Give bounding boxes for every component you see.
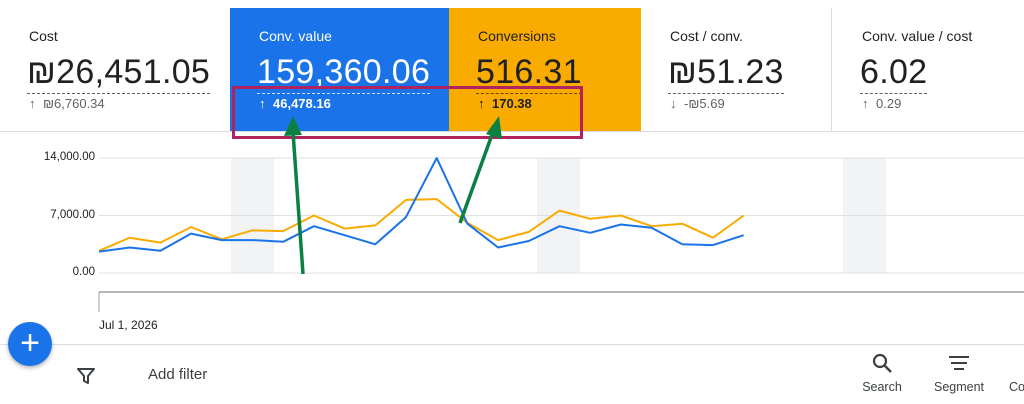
scorecard-cost[interactable]: Cost ₪26,451.05 ↑ ₪6,760.34 — [0, 8, 230, 131]
highlight-box — [232, 86, 583, 139]
delta-value: -₪5.69 — [684, 96, 725, 111]
chart-plot — [98, 157, 1024, 312]
scorecard-label: Conversions — [478, 28, 556, 44]
y-tick-label: 0.00 — [72, 266, 95, 278]
scorecard-value: ₪26,451.05 — [27, 52, 211, 94]
performance-chart[interactable]: 14,000.00 7,000.00 0.00 Jul 1, 2026 — [0, 132, 1024, 342]
scorecard-value: ₪51.23 — [668, 52, 784, 94]
x-axis-date-label: Jul 1, 2026 — [99, 318, 158, 332]
scorecard-label: Cost / conv. — [670, 28, 743, 44]
search-icon — [872, 353, 892, 373]
series-line-conv-value[interactable] — [98, 157, 745, 253]
filter-icon[interactable] — [76, 366, 96, 386]
search-label: Search — [862, 380, 902, 394]
scorecard-delta: ↑ 0.29 — [862, 96, 901, 111]
columns-button[interactable]: Co — [1009, 352, 1024, 394]
arrow-down-icon: ↓ — [670, 96, 677, 111]
add-fab-button[interactable]: + — [8, 322, 52, 366]
delta-value: ₪6,760.34 — [43, 96, 105, 111]
delta-value: 170.38 — [492, 96, 532, 111]
arrow-up-icon: ↑ — [862, 96, 869, 111]
scorecard-conversions[interactable]: Conversions 516.31 ↑ 170.38 — [449, 8, 641, 131]
arrow-up-icon: ↑ — [478, 96, 485, 111]
table-toolbar — [0, 344, 1024, 404]
scorecard-conv-value[interactable]: Conv. value 159,360.06 ↑ 46,478.16 — [230, 8, 449, 131]
delta-value: 0.29 — [876, 96, 902, 111]
y-tick-label: 7,000.00 — [50, 209, 95, 221]
scorecard-label: Conv. value — [259, 28, 332, 44]
plus-icon: + — [20, 324, 40, 362]
scorecard-conv-value-per-cost[interactable]: Conv. value / cost 6.02 ↑ 0.29 — [833, 8, 1024, 131]
delta-value: 46,478.16 — [273, 96, 331, 111]
scorecard-delta: ↑ 46,478.16 — [259, 96, 331, 111]
scorecard-cost-per-conv[interactable]: Cost / conv. ₪51.23 ↓ -₪5.69 — [641, 8, 832, 131]
scorecard-row: Cost ₪26,451.05 ↑ ₪6,760.34 Conv. value 1… — [0, 0, 1024, 131]
segment-icon — [949, 356, 969, 370]
scorecard-label: Conv. value / cost — [862, 28, 973, 44]
arrow-up-icon: ↑ — [29, 96, 36, 111]
y-tick-label: 14,000.00 — [43, 151, 95, 163]
add-filter-button[interactable]: Add filter — [148, 366, 208, 383]
scorecard-value: 516.31 — [476, 52, 582, 94]
scorecard-value: 6.02 — [860, 52, 928, 94]
arrow-up-icon: ↑ — [259, 96, 266, 111]
scorecard-delta: ↑ 170.38 — [478, 96, 532, 111]
series-line-conversions[interactable] — [98, 198, 745, 252]
scorecard-divider — [0, 131, 1024, 132]
segment-label: Segment — [933, 380, 985, 394]
scorecard-value: 159,360.06 — [257, 52, 431, 94]
segment-button[interactable]: Segment — [928, 352, 990, 394]
search-button[interactable]: Search — [858, 352, 906, 394]
scorecard-label: Cost — [29, 28, 58, 44]
scorecard-delta: ↑ ₪6,760.34 — [29, 96, 105, 111]
columns-label: Co — [1009, 380, 1024, 394]
scorecard-delta: ↓ -₪5.69 — [670, 96, 725, 111]
